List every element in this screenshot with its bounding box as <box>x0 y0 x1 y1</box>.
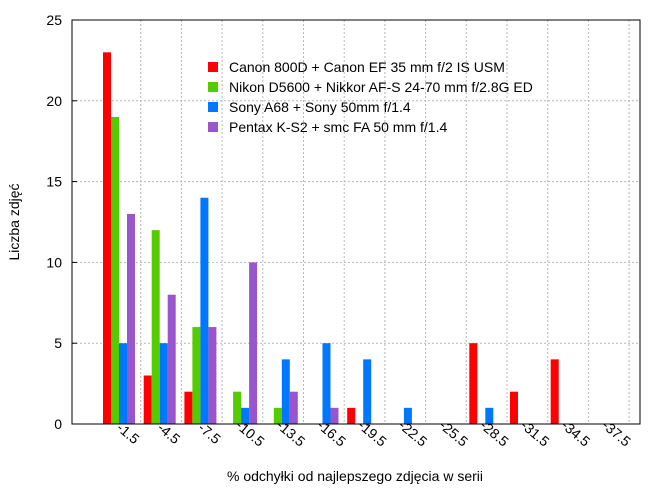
bar <box>363 359 372 424</box>
legend-label: Canon 800D + Canon EF 35 mm f/2 IS USM <box>229 59 505 75</box>
legend-swatch <box>208 102 218 112</box>
bar <box>510 391 518 424</box>
bar <box>241 407 250 424</box>
bar <box>550 359 559 424</box>
y-tick-label: 15 <box>46 174 62 190</box>
bar <box>233 391 242 424</box>
legend-label: Nikon D5600 + Nikkor AF-S 24-70 mm f/2.8… <box>229 79 533 95</box>
bar <box>273 407 282 424</box>
bar <box>330 407 339 424</box>
plot-frame <box>71 19 641 425</box>
bar <box>403 407 412 424</box>
bar <box>192 327 201 424</box>
y-tick-label: 20 <box>46 93 62 109</box>
bar <box>200 197 209 424</box>
bar <box>119 343 127 424</box>
legend-swatch <box>208 62 218 72</box>
y-tick-label: 25 <box>46 12 62 28</box>
bar <box>469 343 478 424</box>
axes <box>71 19 641 425</box>
gridlines <box>72 20 640 424</box>
legend: Canon 800D + Canon EF 35 mm f/2 IS USM Ni… <box>208 59 533 135</box>
bar <box>322 343 331 424</box>
legend-swatch <box>208 122 218 132</box>
legend-label: Pentax K-S2 + smc FA 50 mm f/1.4 <box>229 119 447 135</box>
bar <box>347 407 356 424</box>
bar <box>281 359 290 424</box>
x-axis-label: % odchyłki od najlepszego zdjęcia w seri… <box>227 468 483 484</box>
bar <box>111 116 119 425</box>
y-tick-label: 0 <box>54 416 62 432</box>
bar <box>485 407 494 424</box>
bar <box>143 375 152 424</box>
bar <box>184 391 193 424</box>
y-tick-label: 5 <box>54 335 62 351</box>
bars <box>103 52 559 425</box>
bar <box>103 52 111 424</box>
y-tick-label: 10 <box>46 254 62 270</box>
legend-label: Sony A68 + Sony 50mm f/1.4 <box>229 99 411 115</box>
y-tick-labels: 0 5 10 15 20 25 <box>46 12 62 432</box>
bar <box>249 262 258 424</box>
bar <box>151 230 160 424</box>
legend-swatch <box>208 82 218 92</box>
bar <box>167 294 176 424</box>
y-axis-label: Liczba zdjęć <box>6 183 22 260</box>
bar <box>289 391 298 424</box>
bar <box>127 213 135 424</box>
bar <box>159 343 168 424</box>
bar <box>208 327 217 424</box>
